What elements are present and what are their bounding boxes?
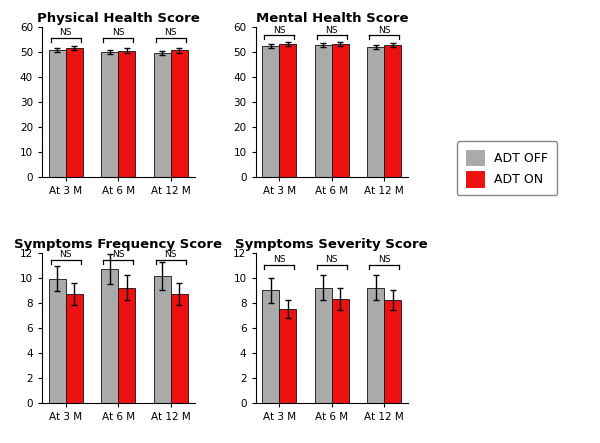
Text: NS: NS [112, 250, 125, 259]
Text: NS: NS [164, 28, 177, 37]
Bar [332, 299, 349, 403]
Bar [262, 290, 279, 403]
Text: NS: NS [273, 255, 286, 264]
Bar [101, 269, 118, 403]
Bar [118, 51, 135, 177]
Bar [367, 47, 384, 177]
Legend: ADT OFF, ADT ON: ADT OFF, ADT ON [457, 141, 557, 195]
Bar [154, 276, 171, 403]
Title: Symptoms Frequency Score: Symptoms Frequency Score [14, 238, 222, 251]
Bar [315, 288, 332, 403]
Text: NS: NS [112, 28, 125, 37]
Bar [315, 45, 332, 177]
Bar [279, 44, 296, 177]
Bar [66, 294, 83, 403]
Bar [154, 53, 171, 177]
Bar [384, 45, 401, 177]
Text: NS: NS [378, 26, 391, 35]
Bar [332, 44, 349, 177]
Bar [279, 309, 296, 403]
Bar [171, 51, 188, 177]
Text: NS: NS [59, 250, 72, 259]
Text: NS: NS [273, 26, 286, 35]
Text: NS: NS [164, 250, 177, 259]
Bar [49, 51, 66, 177]
Title: Physical Health Score: Physical Health Score [37, 12, 200, 25]
Bar [262, 46, 279, 177]
Text: NS: NS [378, 255, 391, 264]
Text: NS: NS [59, 28, 72, 37]
Title: Symptoms Severity Score: Symptoms Severity Score [235, 238, 428, 251]
Bar [367, 288, 384, 403]
Bar [171, 294, 188, 403]
Text: NS: NS [326, 255, 338, 264]
Bar [49, 279, 66, 403]
Text: NS: NS [326, 26, 338, 35]
Bar [101, 52, 118, 177]
Title: Mental Health Score: Mental Health Score [256, 12, 408, 25]
Bar [384, 300, 401, 403]
Bar [118, 288, 135, 403]
Bar [66, 48, 83, 177]
